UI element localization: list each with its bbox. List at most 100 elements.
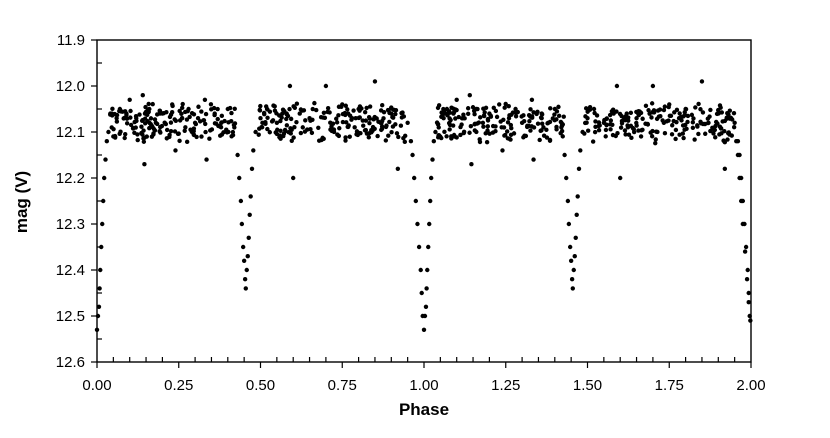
data-point (316, 125, 321, 130)
data-point (521, 118, 527, 124)
data-point (385, 107, 391, 113)
data-point (201, 118, 207, 123)
data-point (362, 128, 368, 133)
y-tick-label: 12.5 (56, 308, 85, 325)
data-point (674, 119, 679, 125)
data-point (430, 157, 435, 162)
data-point (281, 133, 286, 139)
x-tick-label: 1.75 (655, 377, 684, 394)
data-point (203, 111, 209, 117)
data-point (344, 120, 349, 125)
data-point (329, 124, 334, 129)
data-point (655, 108, 661, 113)
data-point (110, 106, 115, 112)
data-point (133, 125, 138, 130)
data-point (653, 140, 658, 146)
data-point (552, 112, 557, 117)
x-tick-label: 0.25 (164, 377, 193, 394)
data-point (163, 121, 169, 127)
data-point (415, 221, 420, 227)
data-point (509, 112, 514, 117)
data-point (705, 120, 711, 126)
data-point (154, 121, 160, 127)
data-point (698, 107, 703, 112)
x-tick-labels: 0.00 0.25 0.50 0.75 1.00 1.25 1.50 1.75 2.00 (82, 377, 765, 394)
data-point (747, 313, 752, 319)
data-point (329, 128, 335, 134)
data-point (150, 101, 155, 107)
data-point (381, 109, 387, 115)
data-point (361, 123, 366, 128)
data-point (677, 111, 682, 116)
data-point (522, 133, 527, 138)
data-point (128, 122, 134, 128)
data-point (386, 133, 391, 138)
data-point (459, 116, 465, 121)
data-point (447, 121, 452, 126)
data-point (453, 116, 458, 121)
data-point (591, 106, 597, 112)
data-point (685, 113, 691, 119)
data-point (508, 132, 514, 138)
data-point (294, 101, 300, 106)
data-point (513, 106, 518, 112)
data-point (748, 318, 753, 323)
data-point (145, 108, 150, 113)
data-point (735, 152, 741, 158)
data-point (494, 114, 500, 120)
data-point (258, 116, 263, 121)
data-point (142, 121, 148, 126)
data-point (649, 101, 655, 106)
data-point (232, 106, 237, 112)
data-point (393, 108, 399, 113)
data-point (653, 137, 658, 142)
data-point (722, 118, 728, 124)
data-point (485, 128, 490, 133)
data-point (681, 135, 686, 141)
data-point (289, 138, 294, 143)
data-point (554, 124, 559, 130)
data-point (461, 129, 467, 134)
data-point (140, 93, 145, 98)
data-point (399, 115, 405, 120)
data-point (662, 131, 668, 136)
data-point (183, 125, 188, 130)
data-point (343, 138, 348, 143)
data-point (172, 129, 178, 134)
data-point (118, 129, 123, 134)
data-point (379, 126, 385, 131)
data-point (710, 125, 715, 130)
data-point (461, 112, 466, 117)
data-point (164, 110, 169, 115)
data-point (673, 127, 679, 133)
x-tick-label: 1.00 (409, 377, 438, 394)
data-point (631, 129, 637, 135)
data-point (493, 124, 498, 129)
data-point (167, 114, 173, 120)
data-point (380, 102, 385, 108)
data-point (426, 244, 431, 250)
data-point (133, 113, 139, 119)
x-tick-label: 0.50 (246, 377, 275, 394)
data-point (458, 132, 463, 138)
data-point (191, 131, 196, 137)
data-point (513, 114, 519, 119)
data-point (732, 120, 737, 126)
data-point (621, 116, 627, 122)
data-point (503, 101, 508, 107)
data-point (150, 124, 155, 130)
data-point (203, 121, 208, 127)
data-point (683, 106, 689, 112)
data-point (139, 124, 144, 129)
data-point (106, 129, 111, 135)
data-point (168, 120, 174, 125)
data-point (300, 125, 305, 130)
data-point (734, 139, 739, 144)
data-point (531, 157, 536, 162)
data-point (179, 105, 185, 111)
data-point (639, 128, 644, 133)
data-point (608, 127, 613, 132)
data-point (434, 120, 440, 125)
data-point (111, 134, 116, 139)
data-point (349, 117, 354, 122)
